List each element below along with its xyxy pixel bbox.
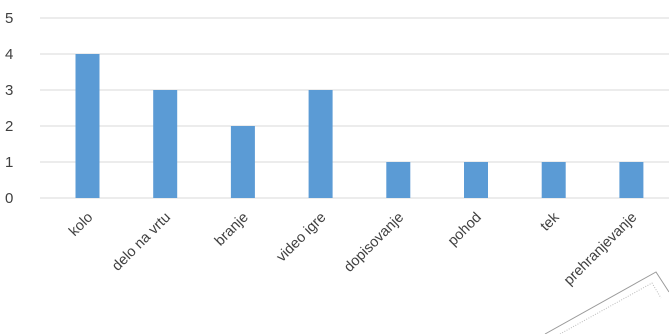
bar	[75, 54, 100, 198]
corner-decoration	[544, 271, 669, 334]
category-labels: kolo delo na vrtu branje video igre dopisova…	[66, 209, 640, 289]
y-tick-label: 5	[5, 10, 13, 27]
y-tick-label: 2	[5, 118, 13, 135]
y-axis-ticks: 0 1 2 3 4 5	[5, 10, 13, 207]
bar	[230, 126, 255, 198]
bars	[75, 54, 644, 198]
y-tick-label: 1	[5, 154, 13, 171]
y-tick-label: 4	[5, 46, 13, 63]
category-label: dopisovanje	[341, 210, 407, 276]
bar	[153, 90, 178, 198]
category-label: video igre	[274, 210, 330, 266]
category-label: branje	[212, 210, 252, 250]
category-label: tek	[538, 209, 564, 235]
bar	[308, 90, 333, 198]
bar	[619, 162, 644, 198]
category-label: pohod	[445, 210, 485, 250]
category-label: prehranjevanje	[561, 210, 640, 289]
category-label: delo na vrtu	[109, 210, 174, 275]
y-tick-label: 0	[5, 190, 13, 207]
category-label: kolo	[66, 210, 96, 240]
bar	[464, 162, 488, 198]
gridlines	[40, 17, 669, 199]
y-tick-label: 3	[5, 82, 13, 99]
bar	[541, 162, 566, 198]
bar	[386, 162, 411, 198]
